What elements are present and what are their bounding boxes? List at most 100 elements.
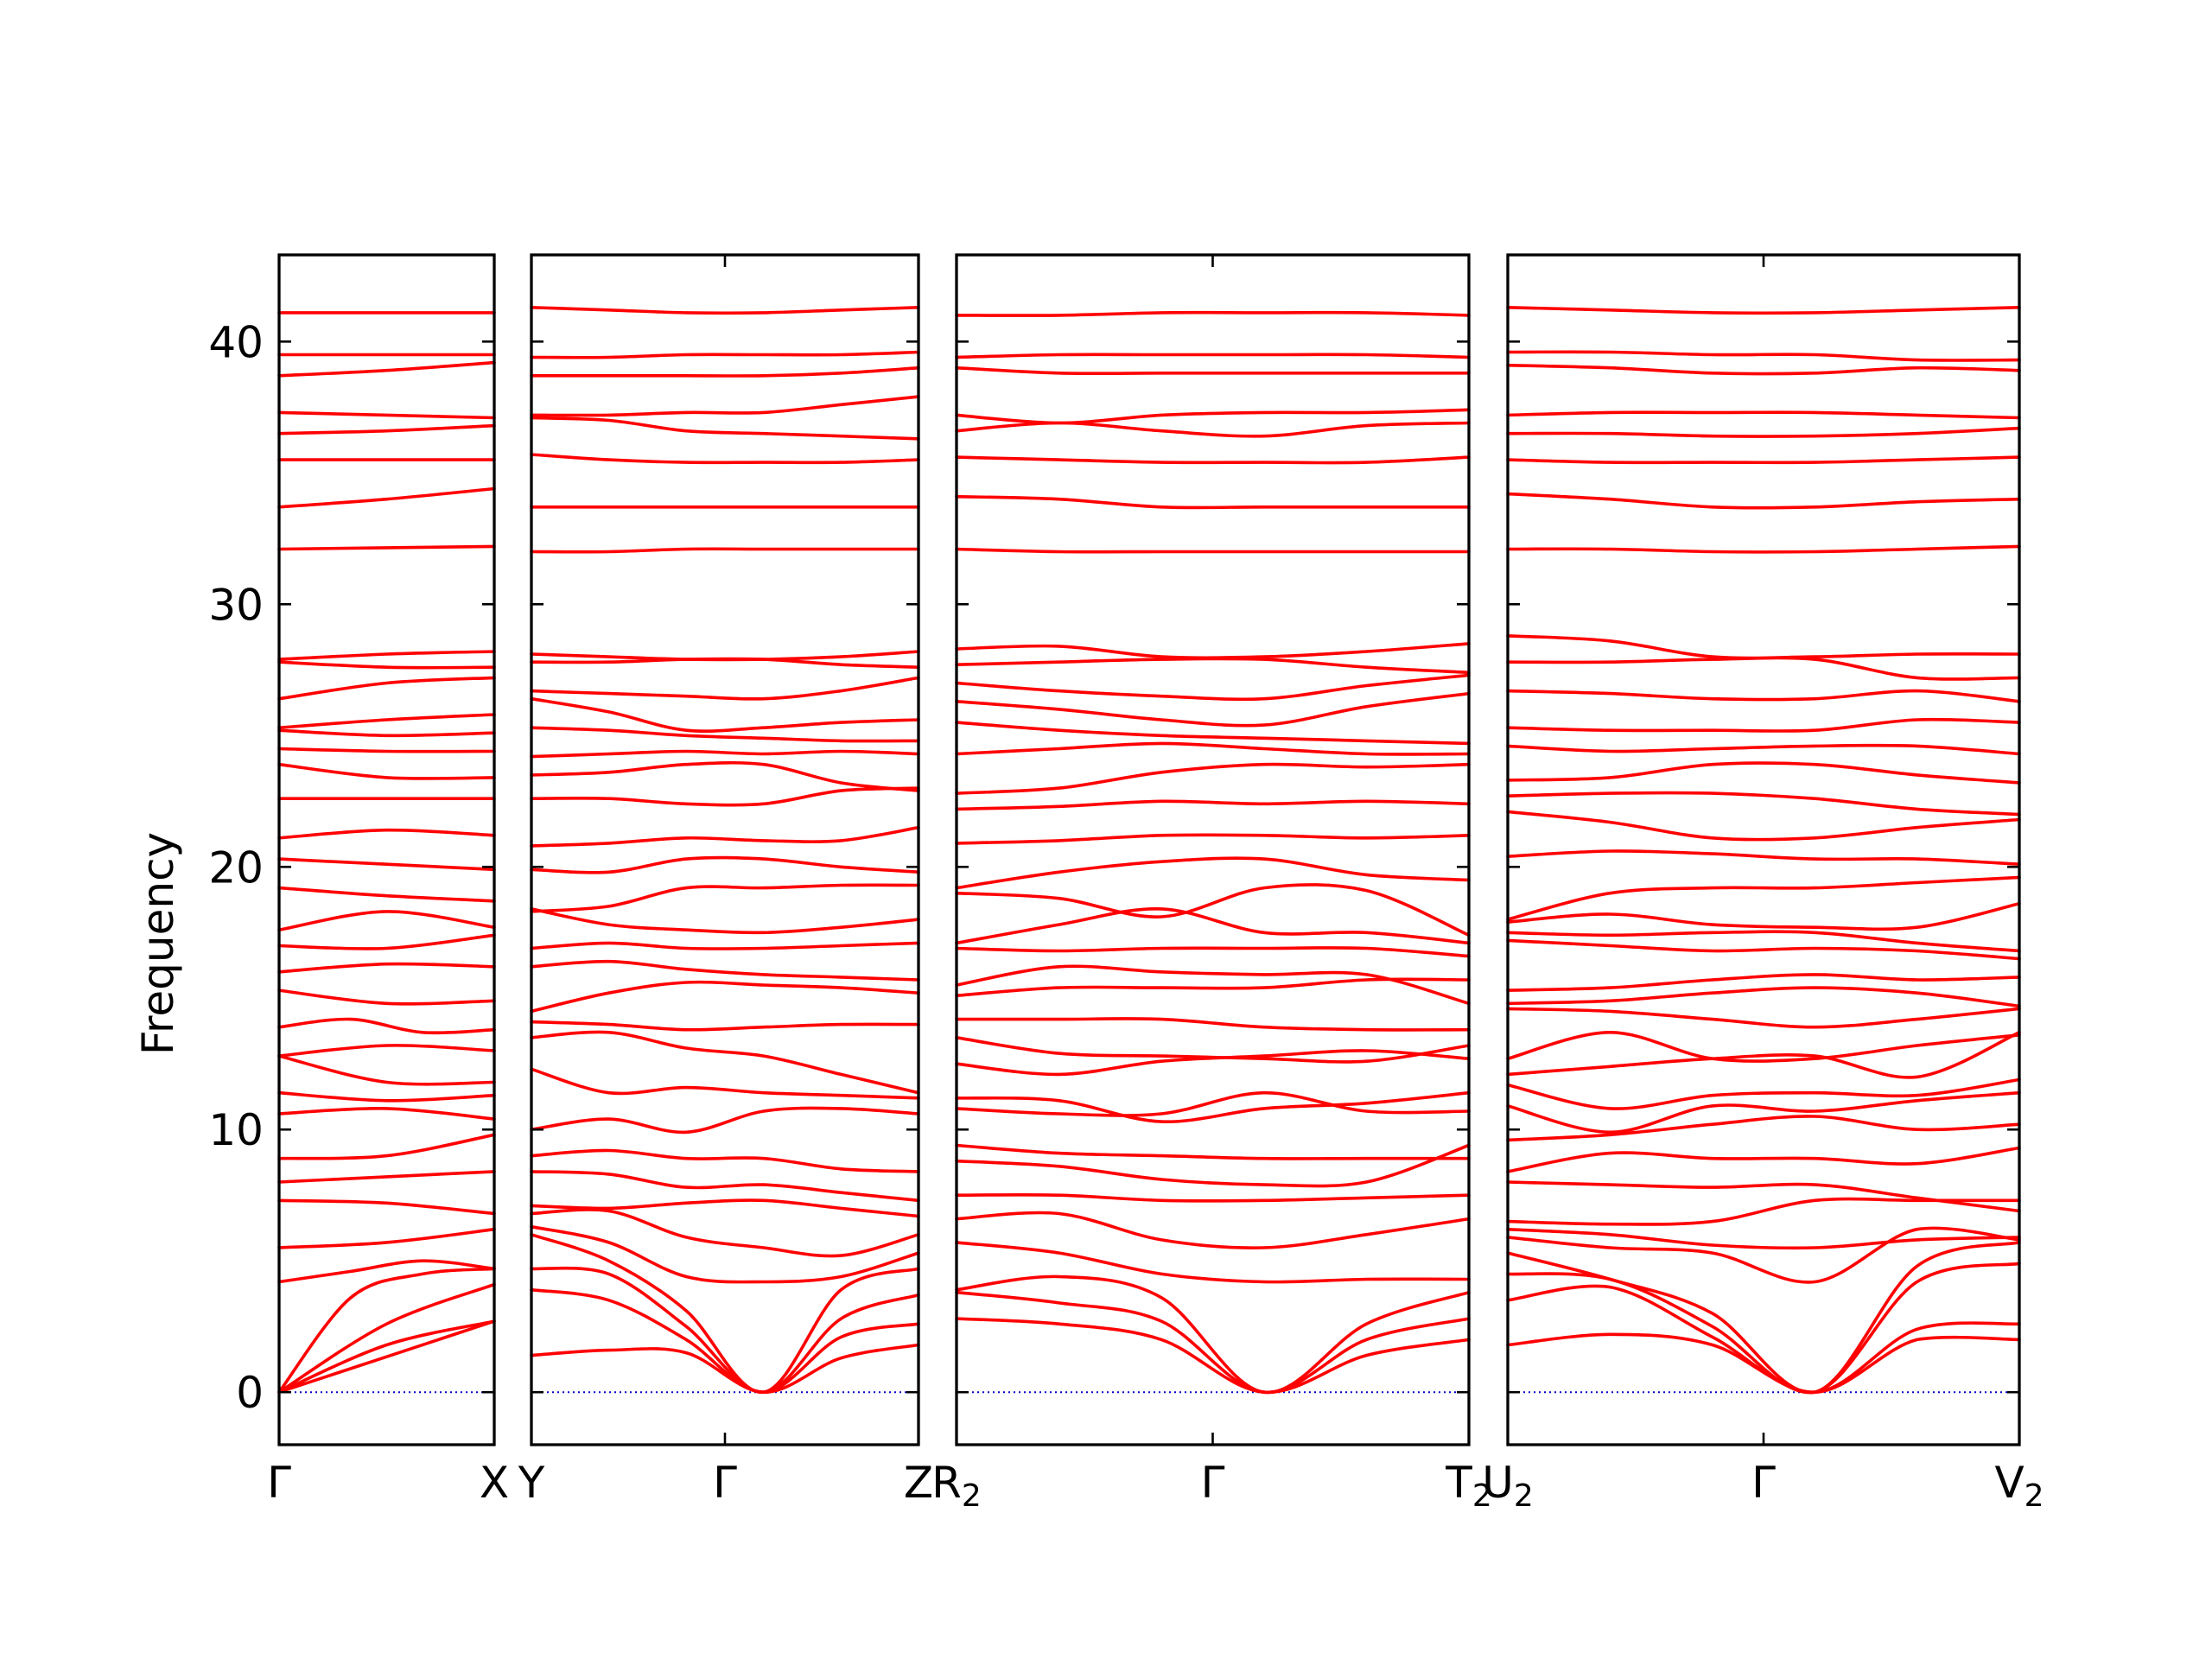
band-branch-23 (1506, 810, 2021, 842)
band-branch-34 (277, 410, 496, 420)
band-branch-10 (277, 1106, 496, 1121)
band-branch-17 (277, 933, 496, 950)
band-branch-8 (277, 1170, 496, 1184)
band-branch-23 (277, 762, 496, 780)
band-branch-34 (530, 365, 920, 378)
band-branch-18 (277, 910, 496, 931)
band-branch-33 (1506, 455, 2021, 465)
band-branch-7 (277, 1198, 496, 1216)
x-tick-label: Γ (1201, 1458, 1225, 1508)
panel-4: U2 Γ V2 (1482, 253, 2044, 1514)
band-branch-25 (955, 691, 1471, 728)
band-branch-17 (530, 907, 920, 935)
band-branch-6 (955, 1192, 1471, 1203)
band-branch-3 (530, 1266, 920, 1395)
band-branch-2 (277, 1319, 496, 1394)
band-branch-24 (277, 747, 496, 753)
band-branch-6 (277, 1227, 496, 1249)
band-branch-3 (277, 1282, 496, 1394)
band-branch-24 (955, 721, 1471, 746)
band-branch-36 (1506, 363, 2021, 376)
band-branch-5 (955, 1211, 1471, 1249)
y-tick-label: 20 (208, 842, 264, 893)
band-branch-21 (1506, 875, 2021, 921)
band-branch-19 (277, 886, 496, 903)
band-branch-12 (1506, 1077, 2021, 1110)
band-branch-18 (1506, 938, 2021, 961)
x-tick-label: Γ (267, 1458, 291, 1508)
band-branch-30 (277, 544, 496, 551)
band-branch-28 (1506, 689, 2021, 703)
band-branch-37 (1506, 350, 2021, 362)
band-branch-16 (277, 962, 496, 974)
band-branch-35 (277, 360, 496, 378)
band-branch-10 (1506, 1115, 2021, 1142)
band-branch-4 (955, 1241, 1471, 1284)
band-branch-35 (1506, 410, 2021, 420)
band-branch-20 (955, 833, 1471, 845)
y-tick-label: 30 (208, 580, 264, 630)
y-tick-label: 40 (208, 317, 264, 367)
band-branch-10 (955, 1090, 1471, 1123)
band-branch-10 (530, 1106, 920, 1135)
band-branch-23 (955, 741, 1471, 756)
band-branch-5 (277, 1259, 496, 1284)
x-tick-label: X (480, 1458, 509, 1508)
x-tick-label: R2 (931, 1458, 982, 1514)
band-branch-16 (1506, 986, 2021, 1008)
band-branch-2 (955, 1290, 1471, 1395)
x-tick-label: Z (904, 1458, 933, 1508)
band-branch-28 (530, 650, 920, 662)
band-branch-9 (1506, 1146, 2021, 1173)
band-branch-21 (277, 828, 496, 840)
band-branch-16 (530, 941, 920, 950)
y-tick-label: 0 (236, 1368, 264, 1418)
band-branch-2 (1506, 1284, 2021, 1395)
band-branch-31 (530, 453, 920, 465)
band-branch-31 (1506, 544, 2021, 554)
x-tick-label: T2 (1445, 1458, 1491, 1514)
x-tick-label: V2 (1994, 1458, 2044, 1514)
band-branch-9 (530, 1148, 920, 1173)
band-branch-20 (277, 857, 496, 872)
band-branch-35 (530, 350, 920, 359)
band-branch-1 (277, 1319, 496, 1394)
band-branch-12 (955, 1036, 1471, 1064)
band-branch-16 (955, 946, 1471, 958)
band-branch-34 (1506, 426, 2021, 438)
band-branch-25 (530, 696, 920, 733)
band-branch-15 (277, 988, 496, 1006)
band-branch-27 (1506, 717, 2021, 733)
band-branch-13 (530, 1020, 920, 1032)
band-branch-12 (277, 1054, 496, 1086)
band-branch-36 (955, 310, 1471, 317)
band-branch-29 (530, 547, 920, 554)
band-branch-28 (277, 660, 496, 670)
band-branch-15 (530, 959, 920, 982)
band-branch-38 (1506, 306, 2021, 315)
band-branch-24 (530, 726, 920, 743)
band-branch-4 (530, 1233, 920, 1395)
x-tick-label: Y (518, 1458, 545, 1508)
band-branch-26 (1506, 743, 2021, 756)
band-branch-18 (530, 883, 920, 913)
band-branch-36 (530, 306, 920, 315)
band-branch-2 (530, 1287, 920, 1395)
band-branch-20 (530, 825, 920, 848)
band-branch-14 (530, 980, 920, 1014)
band-branch-34 (955, 365, 1471, 376)
band-branch-29 (955, 547, 1471, 554)
band-branch-32 (530, 416, 920, 441)
band-branch-33 (955, 408, 1471, 425)
band-branch-9 (277, 1133, 496, 1160)
band-branch-15 (955, 964, 1471, 1006)
band-branch-8 (1506, 1180, 2021, 1213)
band-branch-35 (955, 353, 1471, 359)
band-branch-22 (955, 762, 1471, 795)
band-branch-31 (277, 486, 496, 509)
band-branch-6 (530, 1208, 920, 1258)
